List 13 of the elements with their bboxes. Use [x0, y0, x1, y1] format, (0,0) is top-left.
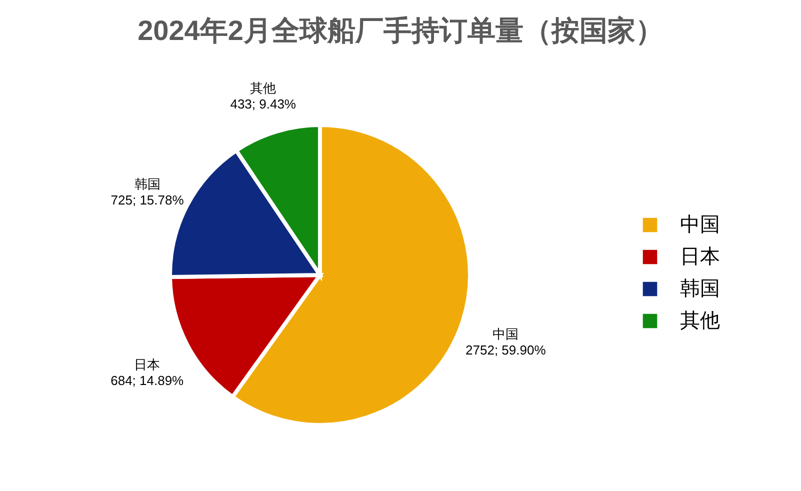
- data-label: 433; 9.43%: [230, 96, 296, 112]
- chart-title: 2024年2月全球船厂手持订单量（按国家）: [138, 15, 664, 46]
- legend-label: 其他: [680, 310, 720, 332]
- slice-label: 其他: [250, 80, 276, 96]
- legend-label: 中国: [680, 214, 720, 236]
- data-label: 684; 14.89%: [110, 373, 184, 388]
- slice-label: 韩国: [134, 176, 160, 192]
- slice-label: 中国: [492, 326, 519, 342]
- data-label: 2752; 59.90%: [466, 342, 546, 358]
- legend-label: 韩国: [680, 278, 720, 300]
- data-label: 725; 15.78%: [110, 192, 184, 208]
- slice-label: 日本: [134, 357, 160, 372]
- legend-label: 日本: [680, 246, 720, 268]
